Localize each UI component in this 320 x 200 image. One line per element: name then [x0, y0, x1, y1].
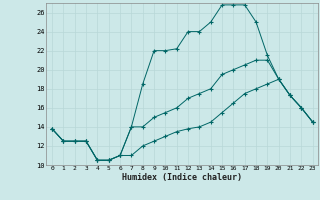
X-axis label: Humidex (Indice chaleur): Humidex (Indice chaleur)	[123, 173, 243, 182]
